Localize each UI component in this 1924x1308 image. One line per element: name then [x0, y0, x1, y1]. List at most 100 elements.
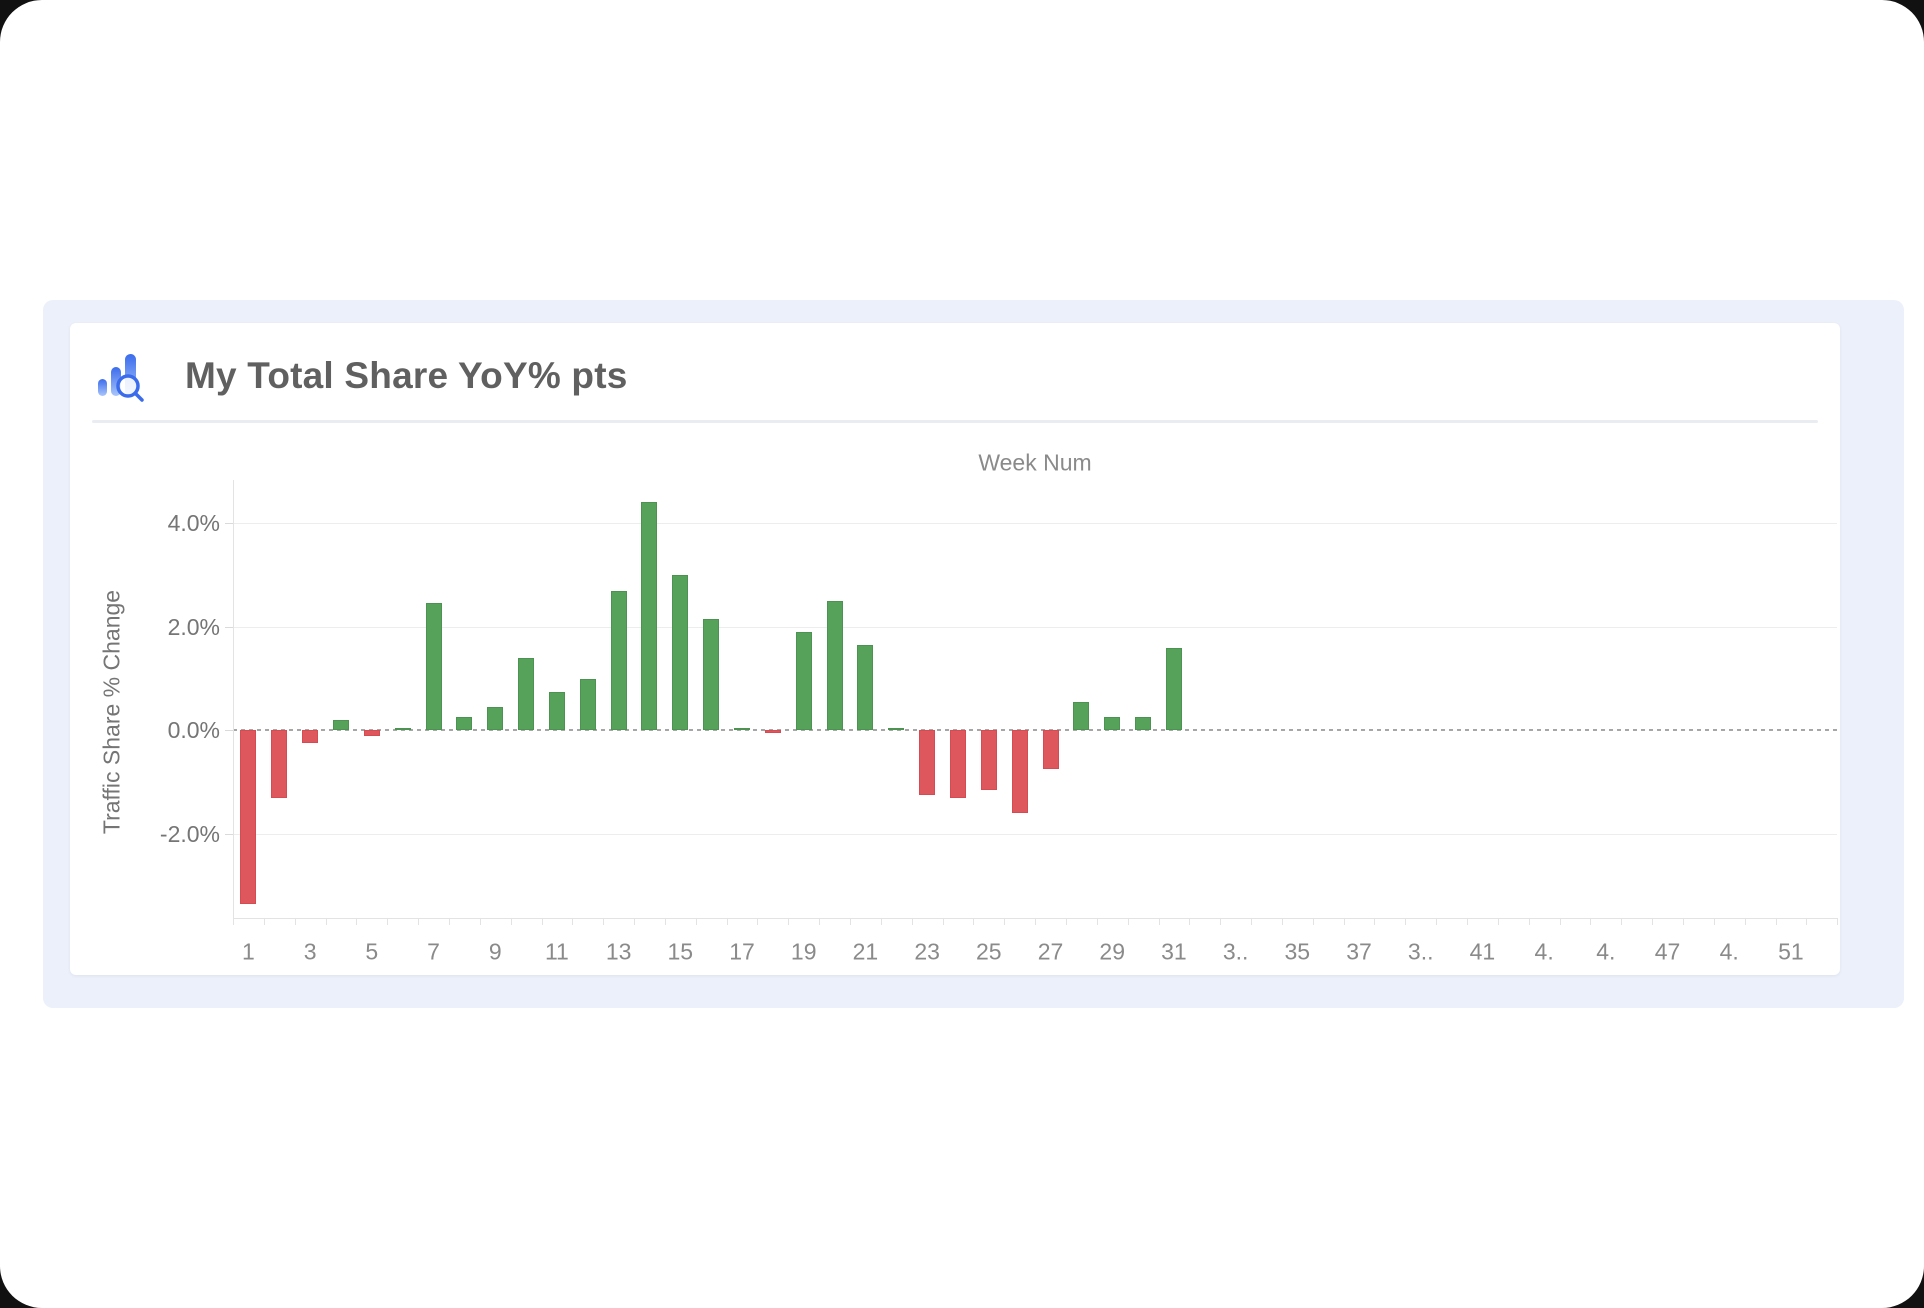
y-tick-label: 4.0% [167, 510, 220, 537]
bar-week-16[interactable] [703, 619, 720, 731]
x-tick-label-week-29: 29 [1099, 938, 1126, 965]
x-tick-label-week-19: 19 [790, 938, 817, 965]
y-axis-tick [225, 730, 233, 732]
x-tick-label-week-37: 37 [1346, 938, 1372, 965]
x-axis-tick [788, 918, 790, 925]
x-tick-label-week-49: 4. [1719, 938, 1739, 965]
x-axis-tick [1220, 918, 1222, 925]
x-axis-tick [1744, 918, 1746, 925]
x-axis-tick [603, 918, 605, 925]
x-axis-tick [1374, 918, 1376, 925]
x-axis-tick [1837, 918, 1839, 925]
bar-week-20[interactable] [826, 600, 843, 731]
bar-week-4[interactable] [332, 720, 349, 731]
zero-gridline [233, 729, 1837, 732]
bar-week-7[interactable] [425, 603, 442, 731]
gridline--2.0% [233, 834, 1837, 835]
x-axis-tick [1621, 918, 1623, 925]
card-header: My Total Share YoY% pts [93, 347, 628, 405]
x-axis-tick [1559, 918, 1561, 925]
bar-week-24[interactable] [949, 730, 966, 798]
bar-week-12[interactable] [579, 678, 596, 731]
bar-week-30[interactable] [1135, 717, 1152, 731]
y-tick-label: -2.0% [159, 821, 220, 847]
x-axis-tick [387, 918, 389, 925]
bar-week-3[interactable] [302, 730, 319, 744]
bar-week-9[interactable] [487, 707, 504, 731]
x-axis-tick [1035, 918, 1037, 925]
bar-week-11[interactable] [548, 691, 565, 731]
x-tick-label-week-43: 4. [1534, 938, 1554, 965]
header-divider [92, 420, 1818, 423]
x-axis-tick [1775, 918, 1777, 925]
x-tick-label-week-15: 15 [667, 938, 694, 965]
x-axis-tick [510, 918, 512, 925]
widget-container: My Total Share YoY% pts 4.0% 2.0% 0.0% -2.0… [43, 300, 1904, 1008]
x-axis-tick [572, 918, 574, 925]
x-axis-tick [634, 918, 636, 925]
x-tick-label-week-7: 7 [427, 938, 440, 965]
x-axis-tick [263, 918, 265, 925]
x-tick-label-week-47: 47 [1654, 938, 1681, 965]
x-axis-tick [325, 918, 327, 925]
x-tick-label-week-41: 41 [1469, 938, 1496, 965]
x-axis-tick [973, 918, 975, 925]
x-axis-tick [726, 918, 728, 925]
x-axis-tick [1682, 918, 1684, 925]
bar-week-14[interactable] [641, 502, 658, 731]
x-tick-label-week-33: 3.. [1222, 938, 1249, 965]
gridline-4.0% [233, 523, 1837, 525]
x-axis-tick [1251, 918, 1253, 925]
bar-week-31[interactable] [1165, 647, 1182, 731]
bar-week-25[interactable] [980, 730, 997, 790]
x-axis-tick [664, 918, 666, 925]
x-tick-label-week-25: 25 [976, 938, 1002, 965]
bar-week-28[interactable] [1073, 701, 1090, 731]
x-axis-tick [1806, 918, 1808, 925]
x-axis-tick [1343, 918, 1345, 925]
x-tick-label-week-23: 23 [914, 938, 940, 965]
bar-week-19[interactable] [795, 631, 812, 731]
bar-week-22[interactable] [888, 727, 905, 731]
y-axis-tick [225, 834, 233, 835]
x-axis-tick [911, 918, 913, 925]
bar-week-8[interactable] [456, 717, 473, 731]
y-axis-tick [225, 523, 233, 525]
bar-week-21[interactable] [857, 644, 874, 731]
x-tick-label-week-1: 1 [242, 938, 255, 965]
bar-week-13[interactable] [610, 590, 627, 731]
x-axis-tick [1158, 918, 1160, 925]
bar-week-29[interactable] [1104, 717, 1121, 731]
x-axis-tick [757, 918, 759, 925]
x-axis-tick [942, 918, 944, 925]
x-tick-label-week-9: 9 [488, 938, 502, 965]
x-axis-tick [294, 918, 296, 925]
x-axis-tick [1713, 918, 1715, 925]
bar-week-27[interactable] [1042, 730, 1059, 770]
x-axis-tick [1467, 918, 1468, 925]
x-tick-label-week-51: 51 [1778, 938, 1804, 965]
x-axis-tick [1652, 918, 1654, 925]
bar-week-10[interactable] [518, 657, 535, 731]
x-tick-label-week-35: 35 [1284, 938, 1311, 965]
bar-week-23[interactable] [919, 730, 936, 796]
x-axis-title: Week Num [978, 449, 1092, 476]
bar-week-2[interactable] [271, 730, 288, 798]
bar-week-26[interactable] [1011, 730, 1028, 814]
x-tick-label-week-17: 17 [729, 938, 755, 965]
bar-week-5[interactable] [363, 730, 380, 736]
chart-card: My Total Share YoY% pts 4.0% 2.0% 0.0% -2.0… [70, 323, 1840, 975]
bar-week-1[interactable] [240, 730, 257, 904]
bar-week-18[interactable] [764, 730, 781, 733]
bar-week-15[interactable] [672, 575, 689, 731]
x-axis-tick [1528, 918, 1530, 925]
bar-week-6[interactable] [394, 727, 411, 731]
bar-week-17[interactable] [734, 727, 751, 731]
x-axis-tick [1004, 918, 1006, 925]
x-tick-label-week-11: 11 [544, 938, 569, 965]
x-axis-tick [233, 918, 234, 925]
x-axis-tick [356, 918, 358, 925]
yoy-bar-chart: 4.0% 2.0% 0.0% -2.0% 1 3 5 7 9 11 13 15 17 19 21 23 25 27… [70, 323, 1840, 975]
x-tick-label-week-3: 3 [303, 938, 317, 965]
